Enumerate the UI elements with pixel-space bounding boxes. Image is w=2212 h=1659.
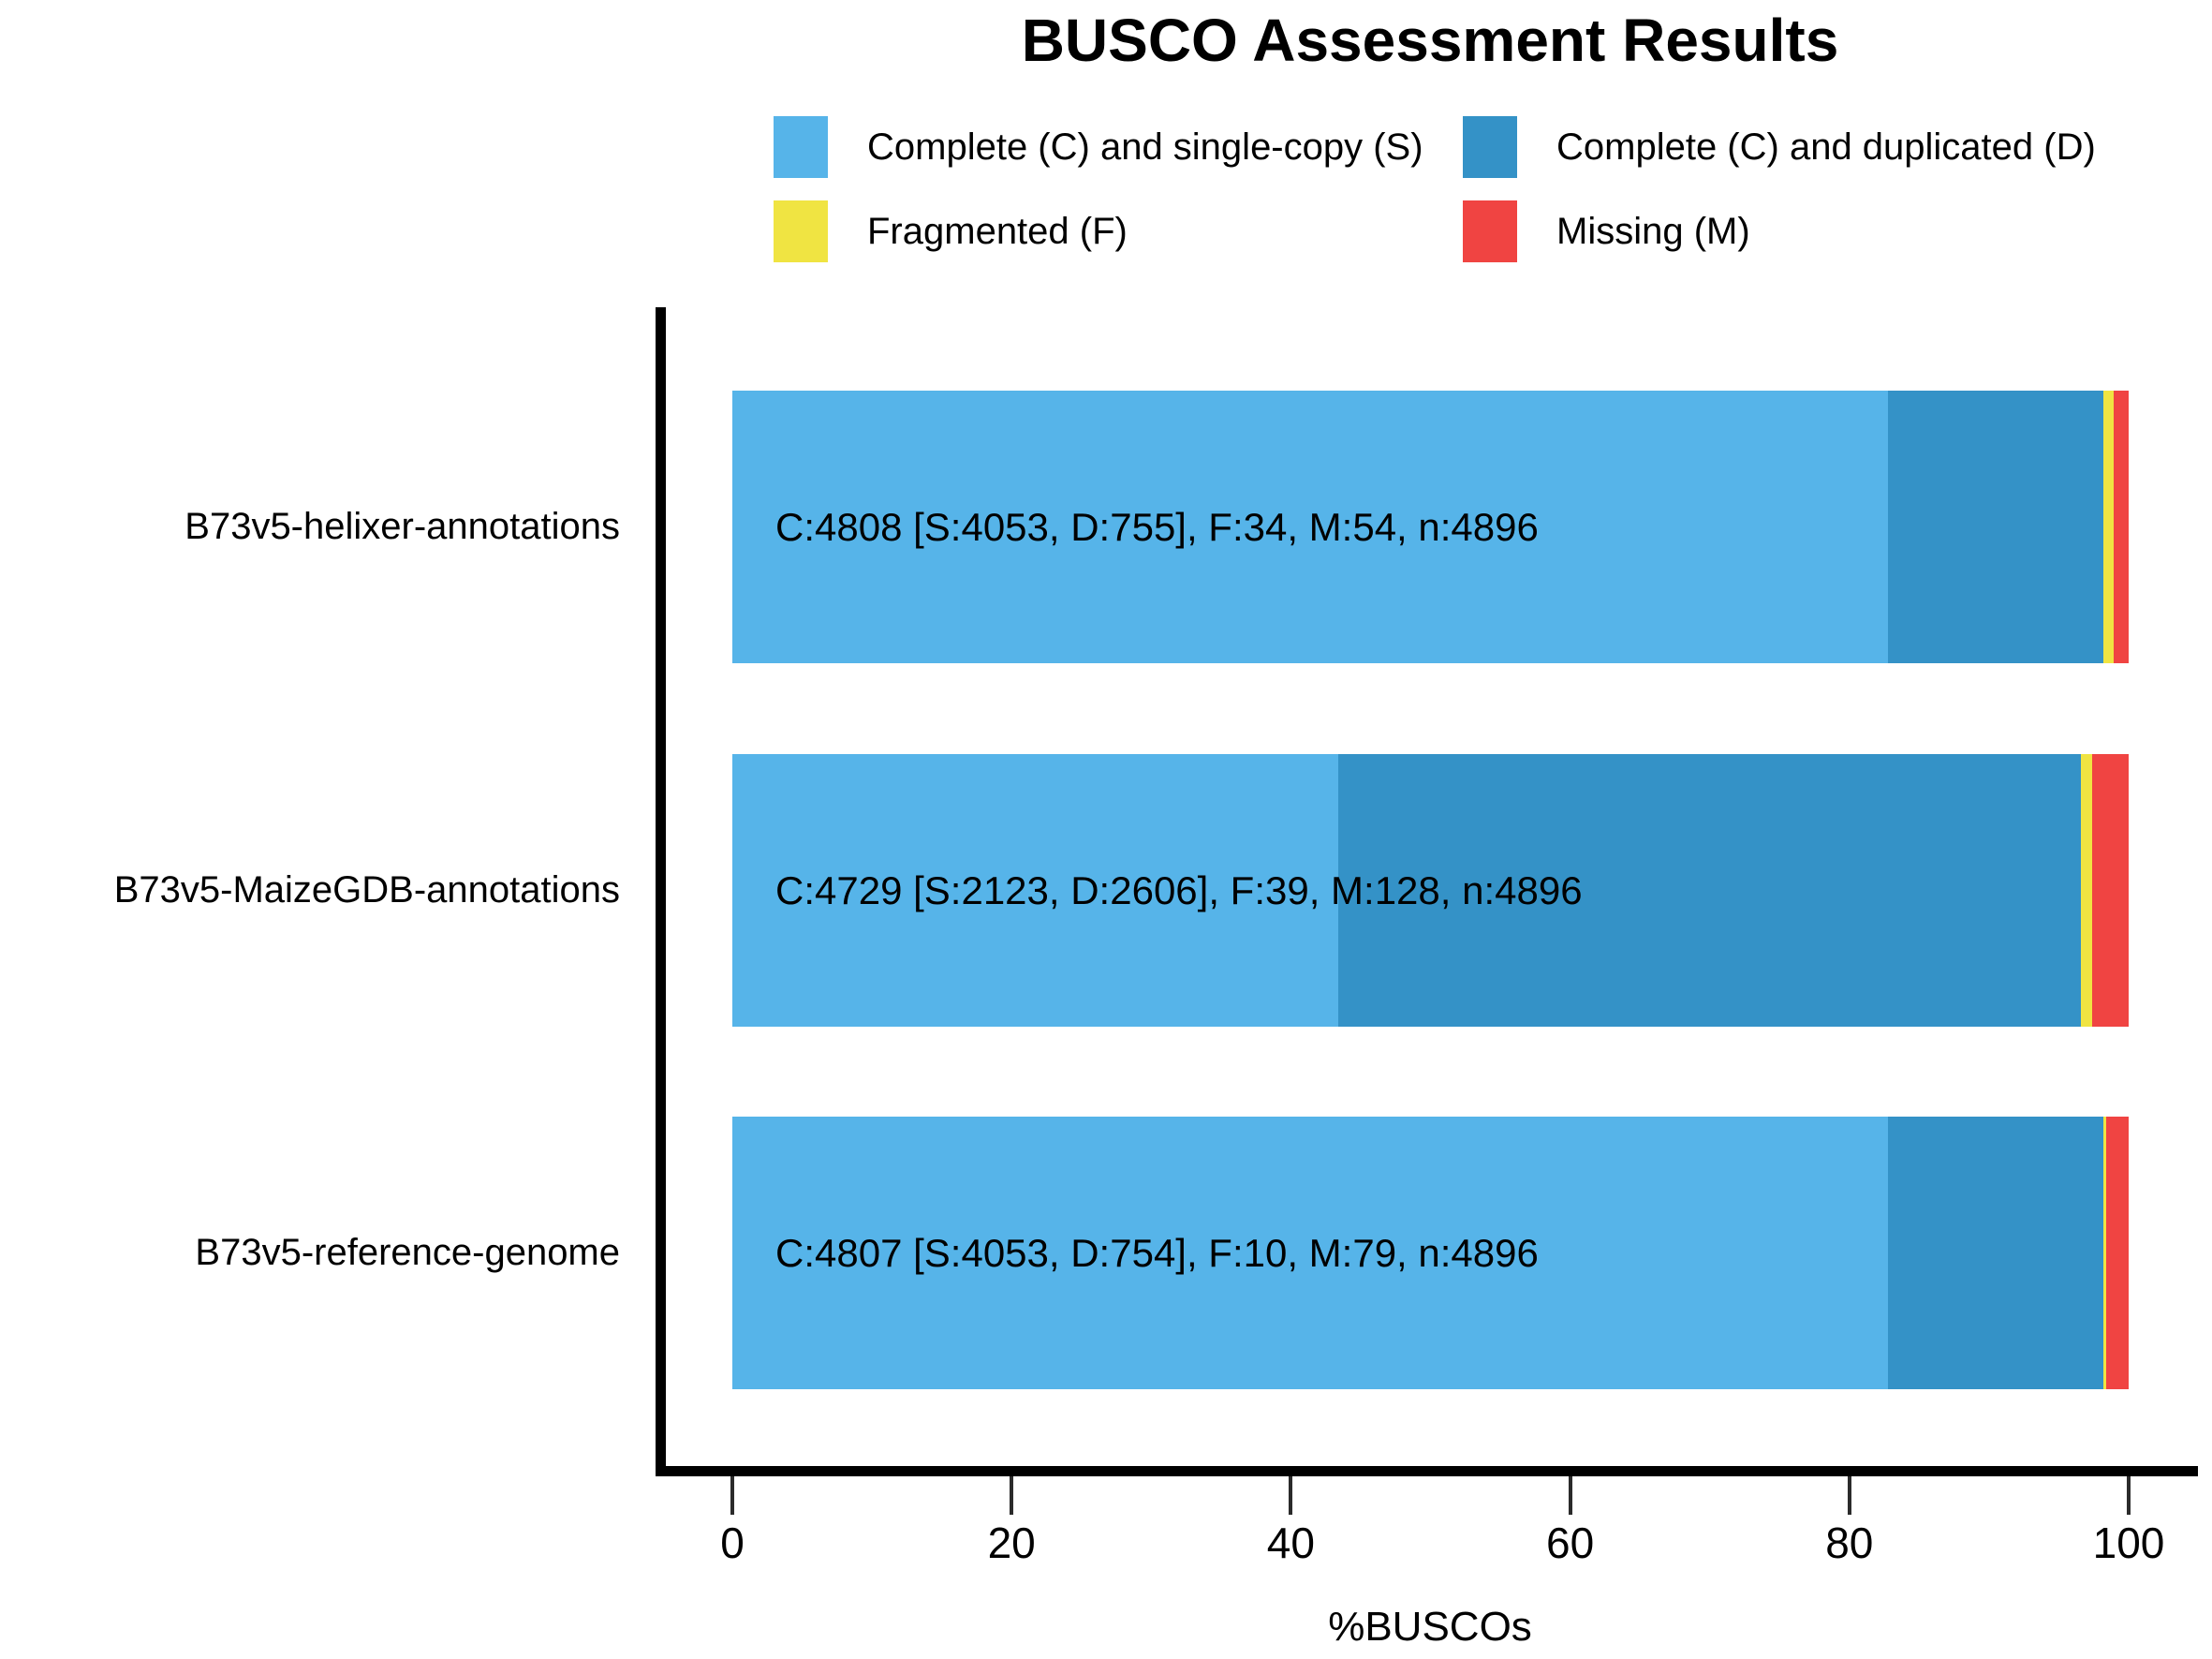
x-tick-mark	[1289, 1476, 1293, 1515]
x-tick-label: 40	[1266, 1518, 1315, 1567]
chart-title: BUSCO Assessment Results	[1021, 7, 1839, 74]
duplicated-swatch	[1463, 116, 1517, 178]
x-tick-label: 0	[720, 1518, 745, 1567]
bar-row: C:4808 [S:4053, D:755], F:34, M:54, n:48…	[732, 391, 2129, 663]
bar-segment-F	[2102, 1117, 2106, 1389]
bar-inline-label: C:4807 [S:4053, D:754], F:10, M:79, n:48…	[775, 1230, 1539, 1275]
y-axis-line	[656, 307, 666, 1476]
bar-segment-S	[732, 1117, 1889, 1389]
category-label: B73v5-helixer-annotations	[184, 506, 620, 547]
bar-segment-M	[2113, 391, 2129, 663]
x-tick-mark	[730, 1476, 734, 1515]
bar-inline-label: C:4808 [S:4053, D:755], F:34, M:54, n:48…	[775, 504, 1539, 549]
x-axis-line	[656, 1466, 2198, 1476]
x-tick-label: 80	[1825, 1518, 1874, 1567]
bar-segment-D	[1337, 754, 2082, 1027]
single-copy-swatch	[774, 116, 828, 178]
x-tick-mark	[2127, 1476, 2131, 1515]
bar-segment-D	[1888, 1117, 2103, 1389]
bar-segment-F	[2081, 754, 2092, 1027]
bar-inline-label: C:4729 [S:2123, D:2606], F:39, M:128, n:…	[775, 867, 1583, 912]
legend-item: Fragmented (F)	[774, 200, 1128, 262]
legend-label: Complete (C) and duplicated (D)	[1556, 126, 2096, 168]
bar-row: C:4807 [S:4053, D:754], F:10, M:79, n:48…	[732, 1117, 2129, 1389]
legend-item: Missing (M)	[1463, 200, 1750, 262]
category-label: B73v5-reference-genome	[195, 1232, 620, 1273]
missing-swatch	[1463, 200, 1517, 262]
x-axis-title: %BUSCOs	[1328, 1604, 1532, 1650]
legend-item: Complete (C) and duplicated (D)	[1463, 116, 2096, 178]
x-tick-label: 100	[2092, 1518, 2165, 1567]
x-tick-mark	[1568, 1476, 1572, 1515]
bar-segment-M	[2105, 1117, 2129, 1389]
x-tick-mark	[1010, 1476, 1014, 1515]
fragmented-swatch	[774, 200, 828, 262]
x-tick-mark	[1847, 1476, 1851, 1515]
bar-segment-S	[732, 391, 1889, 663]
legend-label: Complete (C) and single-copy (S)	[867, 126, 1423, 168]
category-label: B73v5-MaizeGDB-annotations	[113, 869, 620, 911]
legend-item: Complete (C) and single-copy (S)	[774, 116, 1423, 178]
bar-segment-S	[732, 754, 1338, 1027]
bar-segment-M	[2092, 754, 2129, 1027]
bar-segment-F	[2103, 391, 2114, 663]
x-tick-label: 20	[987, 1518, 1036, 1567]
legend-label: Missing (M)	[1556, 210, 1750, 252]
legend-label: Fragmented (F)	[867, 210, 1128, 252]
x-tick-label: 60	[1546, 1518, 1595, 1567]
bar-row: C:4729 [S:2123, D:2606], F:39, M:128, n:…	[732, 754, 2129, 1027]
bar-segment-D	[1888, 391, 2104, 663]
